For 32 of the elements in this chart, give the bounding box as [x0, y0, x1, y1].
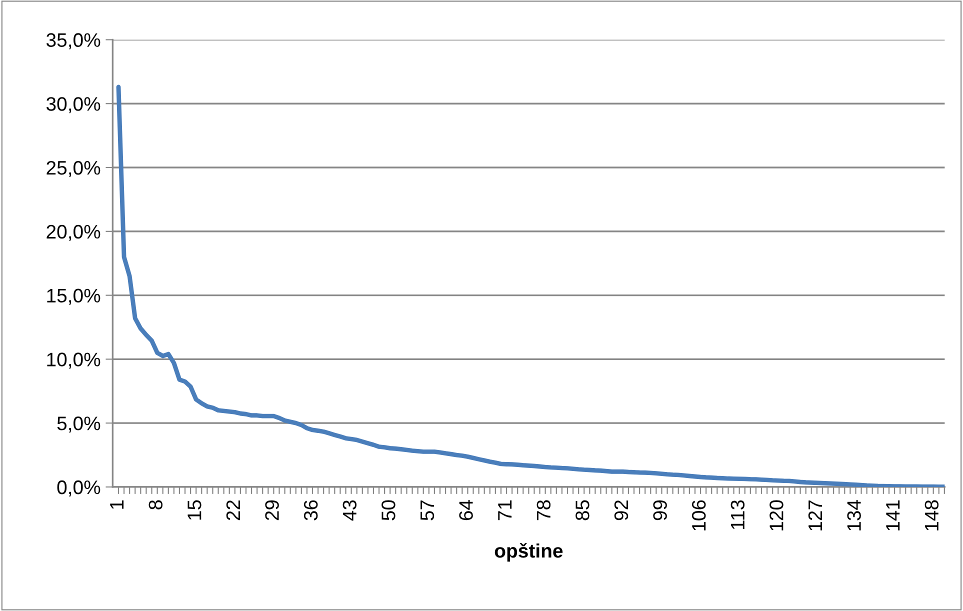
y-tick-label: 35,0%: [46, 33, 100, 50]
x-tick-label: 29: [265, 500, 279, 520]
x-tick-label: 120: [770, 500, 784, 530]
x-tick-label: 8: [148, 500, 163, 510]
x-tick-label: 134: [847, 500, 861, 530]
x-tick-label: 36: [304, 500, 318, 520]
x-tick-label: 78: [536, 500, 551, 520]
x-tick-label: 148: [924, 500, 939, 530]
x-tick-label: 71: [498, 500, 512, 520]
y-tick-label: 20,0%: [46, 224, 100, 241]
y-tick-label: 25,0%: [46, 160, 100, 178]
x-tick-label: 57: [420, 500, 434, 520]
x-tick-label: 50: [382, 500, 396, 520]
x-tick-label: 99: [653, 500, 667, 520]
x-tick-label: 127: [808, 500, 822, 530]
x-tick-label: 15: [188, 500, 202, 520]
x-axis-title: opštine: [494, 543, 563, 562]
y-tick-label: 10,0%: [47, 352, 100, 369]
y-tick-label: 5,0%: [57, 416, 100, 433]
line-series: [116, 84, 945, 487]
x-tick-label: 106: [692, 500, 706, 530]
x-tick-label: 113: [730, 500, 745, 529]
x-tick-label: 43: [342, 500, 357, 521]
x-tick-label: 85: [576, 500, 590, 520]
y-tick-label: 30,0%: [46, 97, 100, 114]
y-tick-label: 15,0%: [47, 288, 100, 305]
x-tick-label: 64: [459, 500, 473, 520]
y-tick-label: 0,0%: [57, 480, 100, 496]
x-tick-label: 1: [110, 500, 124, 509]
x-tick-label: 22: [226, 500, 240, 520]
x-tick-label: 92: [614, 500, 628, 520]
x-tick-label: 141: [886, 500, 900, 530]
